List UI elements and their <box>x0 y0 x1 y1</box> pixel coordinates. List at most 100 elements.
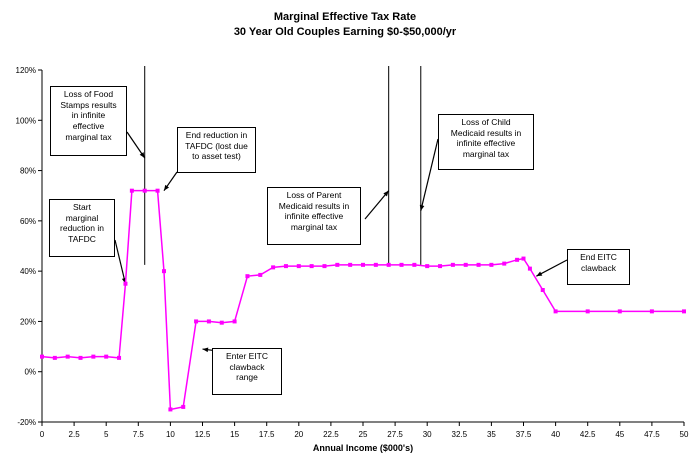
data-point <box>527 266 532 271</box>
x-tick-label: 50 <box>680 430 689 439</box>
data-point <box>373 262 378 267</box>
x-tick-label: 47.5 <box>644 430 660 439</box>
annotation-arrow-line-2 <box>114 239 127 284</box>
y-tick-label: 120% <box>16 66 36 75</box>
data-point <box>181 404 186 409</box>
data-point <box>322 264 327 269</box>
data-point <box>450 262 455 267</box>
data-point <box>521 256 526 261</box>
data-point <box>78 355 83 360</box>
data-point <box>399 262 404 267</box>
y-tick-label: -20% <box>17 418 36 427</box>
data-point <box>219 320 224 325</box>
data-point <box>117 355 122 360</box>
data-point <box>476 262 481 267</box>
annotation-end-eitc: End EITC clawback <box>567 249 630 285</box>
series-layer <box>40 188 686 412</box>
data-point <box>232 319 237 324</box>
data-point <box>309 264 314 269</box>
x-tick-label: 22.5 <box>323 430 339 439</box>
data-point <box>540 288 545 292</box>
annotation-child-medicaid: Loss of Child Medicaid results in infini… <box>438 114 534 170</box>
data-point <box>502 261 507 266</box>
x-tick-label: 27.5 <box>387 430 403 439</box>
data-point <box>129 188 134 193</box>
chart-title: Marginal Effective Tax Rate <box>274 11 416 23</box>
annotation-food-stamps: Loss of Food Stamps results in infinite … <box>50 86 127 156</box>
data-point <box>161 269 166 274</box>
data-point <box>438 264 443 269</box>
data-point <box>104 354 109 359</box>
x-tick-label: 2.5 <box>69 430 81 439</box>
annotation-arrowhead-6 <box>536 271 543 277</box>
data-point <box>65 354 70 359</box>
annotation-arrow-line-6 <box>536 259 568 277</box>
x-tick-label: 17.5 <box>259 430 275 439</box>
data-point <box>283 264 288 269</box>
data-point <box>123 281 128 286</box>
axes <box>41 70 684 423</box>
data-point <box>206 319 211 324</box>
annotation-end-tafdc: End reduction in TAFDC (lost due to asse… <box>177 127 256 173</box>
y-tick-label: 40% <box>20 267 36 276</box>
data-point <box>649 309 654 314</box>
data-point <box>258 272 263 277</box>
annotation-arrowhead-1 <box>163 184 170 191</box>
data-point <box>194 319 199 324</box>
chart-subtitle: 30 Year Old Couples Earning $0-$50,000/y… <box>234 26 457 38</box>
data-point <box>271 265 276 270</box>
data-point <box>361 262 365 267</box>
x-tick-label: 25 <box>359 430 368 439</box>
x-tick-label: 37.5 <box>516 430 532 439</box>
x-tick-label: 42.5 <box>580 430 596 439</box>
annotation-arrowhead-4 <box>383 190 389 197</box>
annotation-parent-medicaid: Loss of Parent Medicaid results in infin… <box>267 187 361 245</box>
data-point <box>515 257 520 262</box>
annotation-arrow-line-5 <box>420 138 439 211</box>
data-point <box>585 309 590 314</box>
data-point <box>617 309 622 314</box>
data-point <box>553 309 558 314</box>
x-tick-label: 0 <box>40 430 45 439</box>
data-point <box>142 188 147 193</box>
x-tick-label: 40 <box>551 430 560 439</box>
data-point <box>682 309 686 314</box>
data-point <box>489 262 494 267</box>
x-tick-label: 10 <box>166 430 175 439</box>
x-tick-label: 20 <box>294 430 303 439</box>
data-point <box>425 264 430 269</box>
data-point <box>155 188 160 193</box>
data-point <box>348 262 353 267</box>
ticks: 0 2.5 5 7.5 10 12.5 15 17.5 20 22.5 25 27.5 30 32.5 35… <box>16 66 689 439</box>
annotation-arrow-line-4 <box>364 190 390 220</box>
data-point <box>91 354 96 359</box>
x-tick-label: 15 <box>230 430 239 439</box>
y-tick-label: 60% <box>20 217 36 226</box>
data-point <box>168 407 173 412</box>
x-tick-label: 30 <box>423 430 432 439</box>
y-tick-label: 80% <box>20 167 36 176</box>
annotation-eitc-clawback: Enter EITC clawback range <box>212 348 282 395</box>
y-tick-label: 0% <box>24 368 36 377</box>
x-tick-label: 32.5 <box>452 430 468 439</box>
annotation-arrowhead-5 <box>419 204 425 211</box>
x-axis-label: Annual Income ($000's) <box>313 443 413 453</box>
data-point <box>412 262 417 267</box>
x-tick-label: 12.5 <box>195 430 211 439</box>
spike-lines <box>144 66 422 265</box>
series-line-0 <box>41 189 684 411</box>
y-tick-label: 20% <box>20 317 36 326</box>
data-point <box>296 264 301 269</box>
data-point <box>40 354 44 359</box>
x-tick-label: 5 <box>104 430 109 439</box>
annotation-arrowhead-3 <box>202 347 209 353</box>
data-point <box>386 262 391 267</box>
data-point <box>463 262 468 267</box>
annotation-arrowhead-0 <box>139 152 145 158</box>
annotation-start-tafdc: Start marginal reduction in TAFDC <box>49 199 115 257</box>
x-tick-label: 35 <box>487 430 496 439</box>
x-tick-label: 45 <box>615 430 624 439</box>
data-point <box>52 355 57 360</box>
annotation-arrows <box>114 131 568 353</box>
